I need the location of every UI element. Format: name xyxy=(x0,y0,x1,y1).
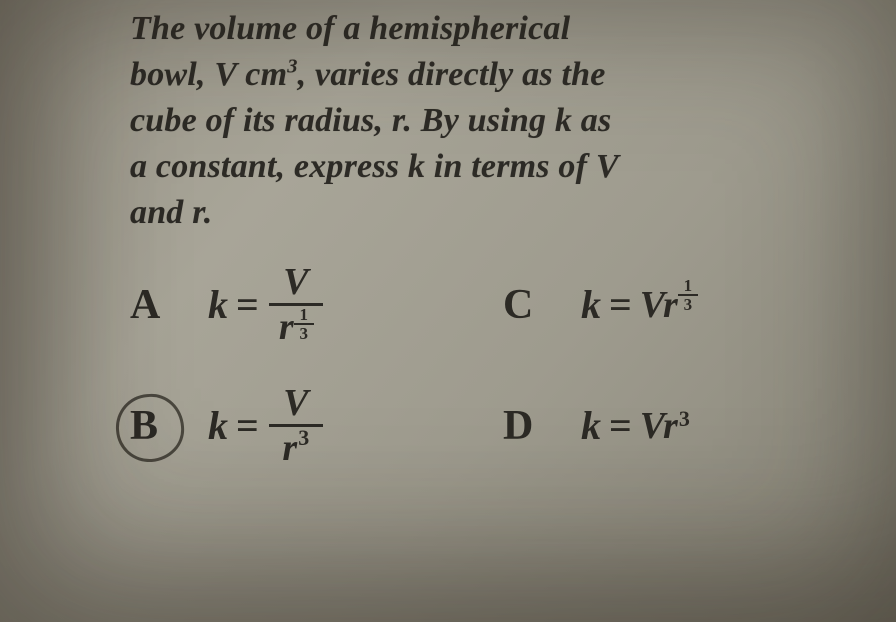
option-d-label: D xyxy=(503,402,581,450)
fraction: V r 1 3 xyxy=(269,261,323,348)
tiny-num: 1 xyxy=(683,277,694,294)
option-a-label: A xyxy=(130,281,208,329)
var-r: r xyxy=(279,308,294,346)
options-grid: A k = V r 1 3 xyxy=(130,261,856,469)
equals-sign: = xyxy=(609,281,632,328)
var-r: r xyxy=(282,429,297,467)
option-d-equation: k = Vr 3 xyxy=(581,402,690,449)
r-to-one-third: r 1 3 xyxy=(279,308,313,346)
question-line-1: The volume of a hemispherical xyxy=(130,10,570,47)
r-cubed: r 3 xyxy=(282,429,309,467)
question-line-2-exp: 3 xyxy=(287,56,297,78)
exponent-three: 3 xyxy=(298,427,309,449)
question-line-3: cube of its radius, r. By using k as xyxy=(130,102,611,139)
page: The volume of a hemispherical bowl, V cm… xyxy=(0,0,896,469)
exponent-one-third: 1 3 xyxy=(295,306,313,342)
option-c[interactable]: C k = Vr 1 3 xyxy=(503,261,856,348)
question-text: The volume of a hemispherical bowl, V cm… xyxy=(130,6,856,235)
tiny-den: 3 xyxy=(298,325,309,342)
exponent-three: 3 xyxy=(679,406,690,432)
equals-sign: = xyxy=(609,402,632,449)
var-k: k xyxy=(581,281,601,328)
question-line-2b: , varies directly as the xyxy=(298,56,606,93)
equals-sign: = xyxy=(236,402,259,449)
option-b-label: B xyxy=(130,402,208,450)
tiny-den: 3 xyxy=(683,296,694,313)
option-d[interactable]: D k = Vr 3 xyxy=(503,382,856,469)
fraction: V r 3 xyxy=(269,382,323,469)
option-b-equation: k = V r 3 xyxy=(208,382,325,469)
equals-sign: = xyxy=(236,281,259,328)
vr-cubed: Vr 3 xyxy=(640,404,690,448)
var-k: k xyxy=(208,281,228,328)
tiny-num: 1 xyxy=(298,306,309,323)
tiny-fraction: 1 3 xyxy=(679,277,697,313)
option-a-equation: k = V r 1 3 xyxy=(208,261,325,348)
option-c-equation: k = Vr 1 3 xyxy=(581,281,697,328)
vr-one-third: Vr 1 3 xyxy=(640,283,697,327)
question-line-2a: bowl, V cm xyxy=(130,56,287,93)
var-k: k xyxy=(581,402,601,449)
var-vr: Vr xyxy=(640,404,678,448)
tiny-fraction: 1 3 xyxy=(295,306,313,342)
denominator: r 3 xyxy=(274,427,317,469)
question-line-4: a constant, express k in terms of V xyxy=(130,148,619,185)
numerator-v: V xyxy=(275,261,316,303)
option-a[interactable]: A k = V r 1 3 xyxy=(130,261,483,348)
exponent-one-third: 1 3 xyxy=(679,277,697,313)
option-c-label: C xyxy=(503,281,581,329)
question-line-5: and r. xyxy=(130,194,212,231)
numerator-v: V xyxy=(275,382,316,424)
var-k: k xyxy=(208,402,228,449)
var-vr: Vr xyxy=(640,283,678,327)
option-b[interactable]: B k = V r 3 xyxy=(130,382,483,469)
denominator: r 1 3 xyxy=(271,306,321,348)
